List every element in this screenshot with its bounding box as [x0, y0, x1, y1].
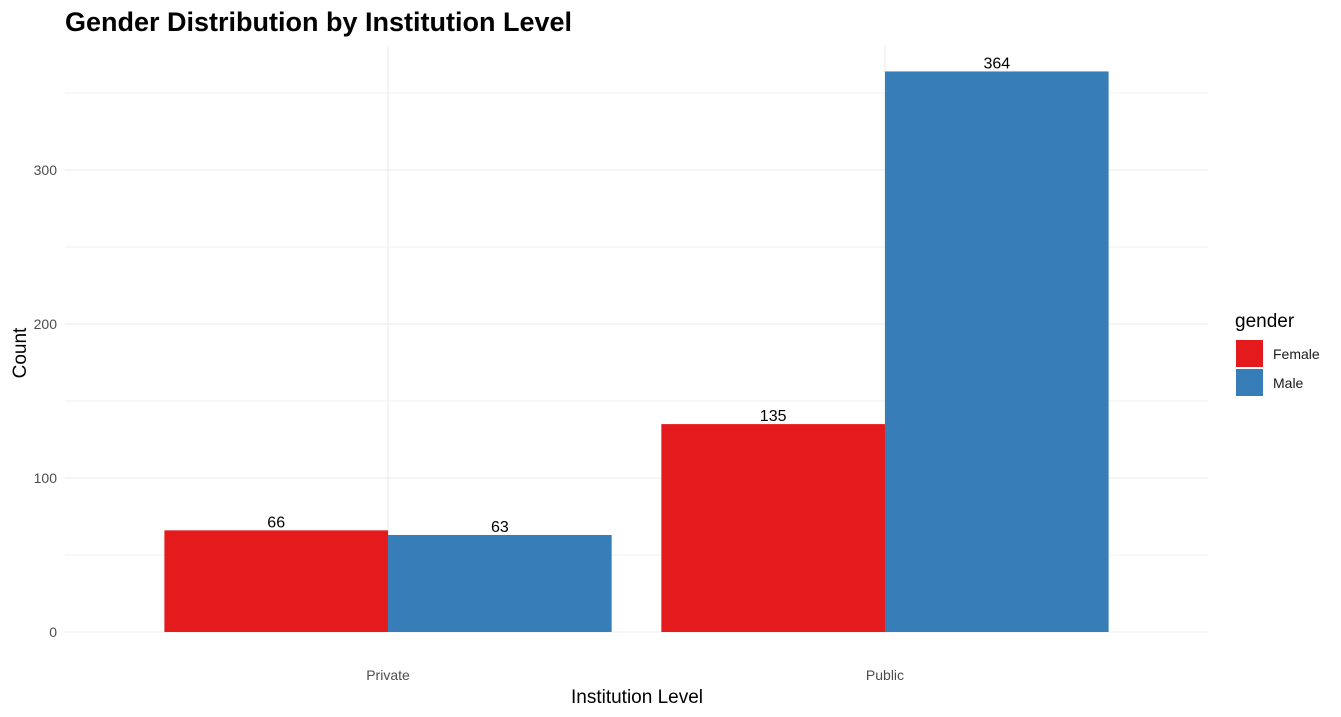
legend-title: gender [1235, 311, 1295, 332]
bar-public-female [661, 424, 885, 632]
bars [164, 71, 1109, 632]
y-tick-label: 0 [49, 624, 57, 640]
y-axis-title: Count [10, 327, 31, 378]
legend: gender Female Male [1235, 311, 1320, 396]
bar-private-female [164, 530, 389, 632]
legend-key-female [1236, 340, 1263, 367]
data-label-public-male: 364 [983, 55, 1010, 72]
chart-title: Gender Distribution by Institution Level [65, 7, 572, 37]
y-tick-label: 100 [34, 470, 58, 486]
y-tick-label: 200 [34, 316, 58, 332]
data-label-private-female: 66 [267, 514, 285, 531]
data-label-public-female: 135 [760, 408, 787, 425]
bar-public-male [884, 71, 1109, 632]
x-tick-label: Public [866, 667, 904, 683]
x-axis-title: Institution Level [571, 687, 703, 708]
data-labels: 66 63 135 364 [267, 55, 1010, 536]
x-tick-label: Private [366, 667, 410, 683]
legend-key-male [1236, 369, 1263, 396]
legend-label-male: Male [1273, 375, 1304, 391]
x-axis-ticks: Private Public [366, 667, 904, 683]
bar-private-male [388, 534, 612, 632]
y-tick-label: 300 [34, 162, 58, 178]
y-axis-ticks: 0 100 200 300 [34, 162, 58, 640]
legend-label-female: Female [1273, 346, 1320, 362]
data-label-private-male: 63 [491, 519, 509, 536]
